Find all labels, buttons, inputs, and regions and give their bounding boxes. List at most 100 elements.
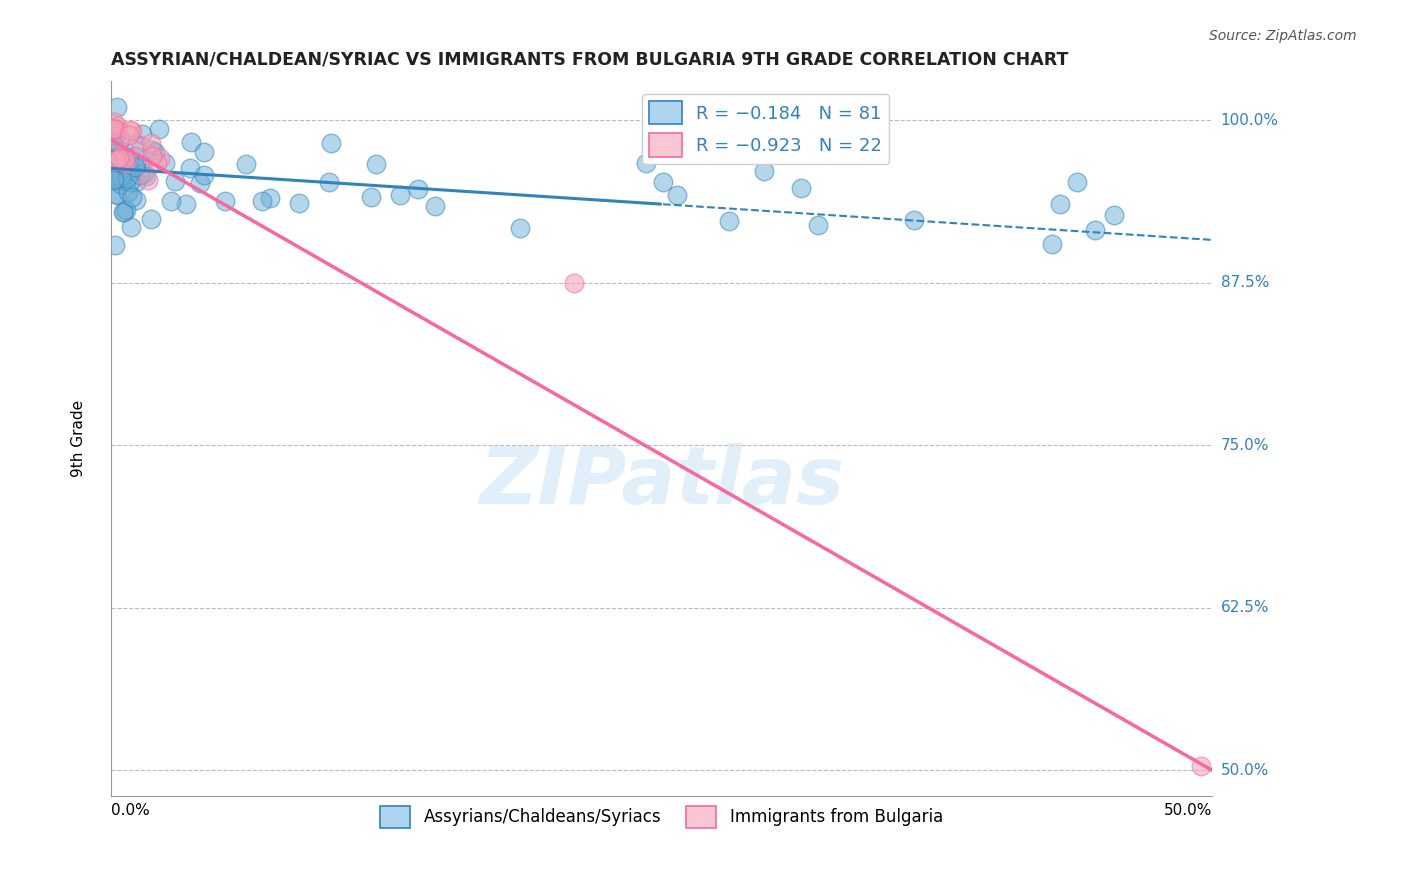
Text: 87.5%: 87.5% [1220, 276, 1270, 290]
Point [790, 181, 813, 195]
Text: 100.0%: 100.0% [1220, 112, 1278, 128]
Point [190, 176, 212, 190]
Point [104, 161, 127, 175]
Point [1066, 175, 1088, 189]
Point [103, 122, 125, 136]
Point [103, 120, 125, 135]
Point [125, 137, 148, 152]
Point [146, 156, 169, 170]
Text: 9th Grade: 9th Grade [70, 401, 86, 477]
Point [121, 124, 143, 138]
Point [124, 160, 146, 174]
Legend: Assyrians/Chaldeans/Syriacs, Immigrants from Bulgaria: Assyrians/Chaldeans/Syriacs, Immigrants … [374, 799, 949, 834]
Point [666, 188, 689, 202]
Point [104, 128, 127, 142]
Text: Source: ZipAtlas.com: Source: ZipAtlas.com [1209, 29, 1357, 44]
Point [160, 194, 183, 208]
Point [360, 190, 382, 204]
Point [124, 175, 146, 189]
Point [141, 143, 163, 157]
Point [121, 190, 143, 204]
Point [103, 115, 125, 129]
Text: 0.0%: 0.0% [111, 803, 150, 818]
Text: 50.0%: 50.0% [1163, 803, 1212, 818]
Text: 75.0%: 75.0% [1220, 438, 1270, 453]
Text: ASSYRIAN/CHALDEAN/SYRIAC VS IMMIGRANTS FROM BULGARIA 9TH GRADE CORRELATION CHART: ASSYRIAN/CHALDEAN/SYRIAC VS IMMIGRANTS F… [111, 51, 1069, 69]
Point [143, 145, 166, 159]
Point [1189, 759, 1212, 773]
Point [193, 168, 215, 182]
Point [1049, 196, 1071, 211]
Point [131, 127, 153, 141]
Point [141, 149, 163, 163]
Point [114, 152, 136, 166]
Point [153, 156, 176, 170]
Point [163, 174, 186, 188]
Point [562, 276, 585, 290]
Point [103, 172, 125, 186]
Point [193, 145, 215, 159]
Point [115, 170, 138, 185]
Point [107, 134, 129, 148]
Point [806, 218, 828, 232]
Point [110, 132, 132, 146]
Point [252, 194, 274, 209]
Point [105, 153, 128, 168]
Point [636, 156, 658, 170]
Point [125, 193, 148, 207]
Point [425, 199, 447, 213]
Point [118, 128, 141, 143]
Point [104, 237, 127, 252]
Point [318, 176, 340, 190]
Point [148, 121, 170, 136]
Point [110, 178, 132, 192]
Point [105, 100, 128, 114]
Point [259, 190, 281, 204]
Point [124, 148, 146, 162]
Point [1084, 223, 1107, 237]
Point [120, 123, 142, 137]
Point [110, 169, 132, 184]
Text: 50.0%: 50.0% [1220, 763, 1270, 778]
Point [179, 161, 201, 176]
Point [105, 153, 128, 167]
Point [717, 214, 740, 228]
Point [115, 202, 138, 217]
Point [118, 153, 141, 167]
Point [174, 197, 197, 211]
Point [105, 121, 128, 136]
Point [509, 220, 531, 235]
Point [105, 168, 128, 182]
Text: 62.5%: 62.5% [1220, 600, 1270, 615]
Point [364, 156, 387, 170]
Point [103, 173, 125, 187]
Point [131, 138, 153, 153]
Point [120, 220, 142, 235]
Point [319, 136, 342, 150]
Point [107, 151, 129, 165]
Point [1102, 208, 1125, 222]
Point [108, 151, 131, 165]
Point [103, 134, 125, 148]
Point [104, 153, 127, 168]
Point [112, 205, 135, 219]
Point [120, 164, 142, 178]
Point [105, 120, 128, 134]
Point [107, 152, 129, 166]
Point [135, 169, 157, 183]
Point [120, 175, 142, 189]
Point [129, 168, 152, 182]
Point [288, 195, 311, 210]
Point [389, 187, 412, 202]
Point [149, 151, 172, 165]
Point [105, 188, 128, 202]
Point [103, 137, 125, 152]
Point [104, 187, 127, 202]
Text: ZIPatlas: ZIPatlas [479, 442, 844, 521]
Point [132, 166, 155, 180]
Point [114, 156, 136, 170]
Point [1040, 236, 1063, 251]
Point [180, 135, 202, 149]
Point [139, 211, 162, 226]
Point [108, 149, 131, 163]
